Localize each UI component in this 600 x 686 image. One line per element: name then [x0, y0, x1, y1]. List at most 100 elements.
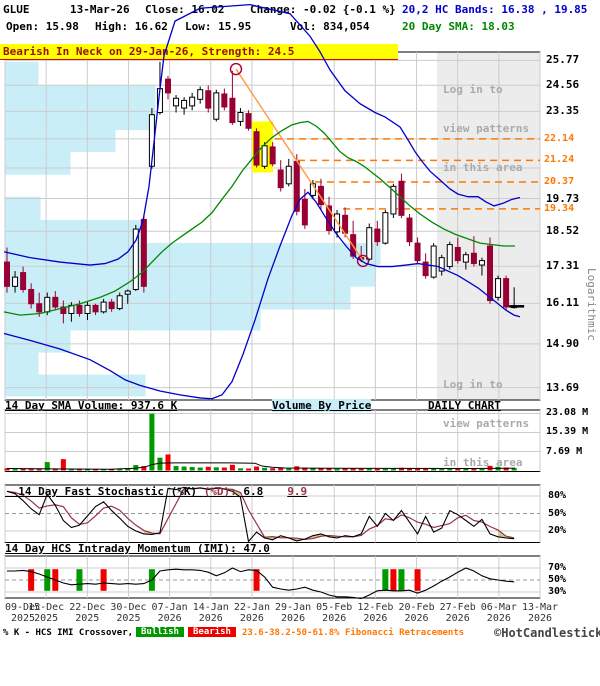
- volume-bar: [302, 467, 308, 471]
- price-axis-label: 25.77: [546, 53, 580, 67]
- candle: [350, 234, 357, 257]
- crossover-legend: % K - HCS IMI Crossover,: [3, 628, 134, 638]
- imi-bearish-signal: [28, 569, 35, 591]
- candle: [454, 246, 461, 262]
- candle: [253, 131, 260, 166]
- daily-chart-label: DAILY CHART: [428, 399, 501, 412]
- volume-bar: [415, 468, 421, 471]
- candle: [438, 257, 445, 272]
- candle: [237, 111, 244, 122]
- date-tick-label: 22-Jan 2026: [233, 602, 270, 624]
- candle: [487, 245, 493, 302]
- volume-bar: [133, 465, 139, 471]
- candle: [301, 198, 308, 226]
- imi-axis-label: 30%: [548, 586, 567, 597]
- volume-bar: [109, 469, 115, 471]
- pattern-banner[interactable]: Bearish In Neck on 29-Jan-26, Strength: …: [0, 44, 398, 60]
- candle: [269, 146, 276, 165]
- candle: [28, 288, 35, 305]
- copyright-link[interactable]: ©HotCandlestick.com: [494, 626, 600, 640]
- price-axis-label: 23.35: [546, 104, 580, 118]
- candle: [44, 296, 51, 313]
- price-axis-label: 18.52: [546, 224, 580, 238]
- login-line: Log in to: [443, 378, 503, 391]
- login-line: Log in to: [443, 83, 503, 96]
- candle: [92, 304, 99, 313]
- candle: [285, 165, 292, 185]
- imi-panel-title: 14 Day HCS Intraday Momentum (IMI): 47.0: [5, 542, 270, 555]
- volume-bar: [173, 466, 179, 471]
- candle: [68, 304, 75, 314]
- volume-bar: [326, 468, 332, 471]
- imi-bearish-signal: [52, 569, 59, 591]
- imi-bullish-signal: [148, 569, 155, 591]
- volume-bar: [101, 469, 107, 471]
- login-line: view patterns: [443, 122, 530, 135]
- candle: [414, 242, 421, 262]
- volume-by-price-bar: [5, 130, 116, 152]
- volume-bar: [270, 468, 276, 471]
- candle: [165, 78, 171, 94]
- open-label: Open: 15.98: [6, 20, 79, 33]
- login-overlay-link-top[interactable]: Log in to view patterns in this area: [443, 57, 529, 187]
- candle: [181, 99, 188, 109]
- volume-bar: [93, 469, 99, 471]
- price-axis-label: 13.69: [546, 380, 580, 394]
- price-axis-label: 24.56: [546, 78, 580, 92]
- imi-bearish-signal: [100, 569, 107, 591]
- login-overlay-link-bottom[interactable]: Log in to view patterns in this area: [443, 352, 529, 482]
- volume-by-price-link[interactable]: Volume By Price: [272, 399, 372, 412]
- candle: [189, 96, 196, 107]
- candle: [36, 303, 43, 313]
- candle: [116, 295, 123, 310]
- candle: [326, 205, 332, 231]
- fib-axis-label: 19.34: [544, 202, 575, 214]
- date-tick-label: 12-Feb 2026: [357, 602, 394, 624]
- candle: [205, 90, 212, 109]
- candle: [277, 169, 284, 189]
- candle: [462, 254, 469, 263]
- candle: [382, 212, 389, 244]
- stoch-title-d: (%D):: [203, 485, 237, 498]
- date-tick-label: 22-Dec 2025: [69, 602, 106, 624]
- candle: [478, 260, 485, 266]
- stoch-d-value: 9.9: [287, 485, 308, 498]
- candle: [124, 290, 131, 295]
- volume-bar: [52, 468, 58, 471]
- log-scale-label: Logarithmic: [585, 268, 598, 341]
- stoch-extreme-fill: [264, 533, 362, 541]
- volume-bar: [390, 468, 396, 471]
- volume-by-price-bar: [5, 309, 261, 331]
- volume-bar: [60, 459, 66, 471]
- candle: [293, 160, 300, 212]
- candle: [108, 301, 115, 310]
- volume-bar: [76, 468, 82, 471]
- volume-by-price-bar: [5, 286, 351, 310]
- volume-by-price-bar: [5, 352, 39, 375]
- candle: [100, 301, 107, 313]
- volume-bar: [254, 466, 260, 471]
- candle: [422, 261, 429, 277]
- volume-bar: [374, 469, 380, 471]
- volume-bar: [229, 464, 235, 471]
- volume-bar: [12, 469, 18, 471]
- volume-bar: [141, 466, 147, 471]
- volume-bar: [366, 468, 372, 471]
- candle: [76, 304, 83, 314]
- imi-bearish-signal: [390, 569, 397, 591]
- sma20-line: [3, 120, 515, 316]
- candle: [358, 257, 365, 260]
- footer: % K - HCS IMI Crossover, Bullish Bearish…: [0, 626, 600, 640]
- change-label: Change: -0.02 {-0.1 %}: [250, 3, 396, 16]
- candle: [390, 185, 397, 215]
- date-tick-label: 05-Feb 2026: [316, 602, 353, 624]
- volume-bar: [431, 468, 437, 471]
- low-label: Low: 15.95: [185, 20, 252, 33]
- fib-axis-label: 22.14: [544, 132, 575, 144]
- imi-axis-label: 70%: [548, 562, 567, 573]
- candle: [60, 306, 67, 314]
- candle: [245, 113, 252, 129]
- candle: [317, 185, 324, 206]
- date-tick-label: 07-Jan 2026: [151, 602, 188, 624]
- date-tick-label: 20-Feb 2026: [398, 602, 435, 624]
